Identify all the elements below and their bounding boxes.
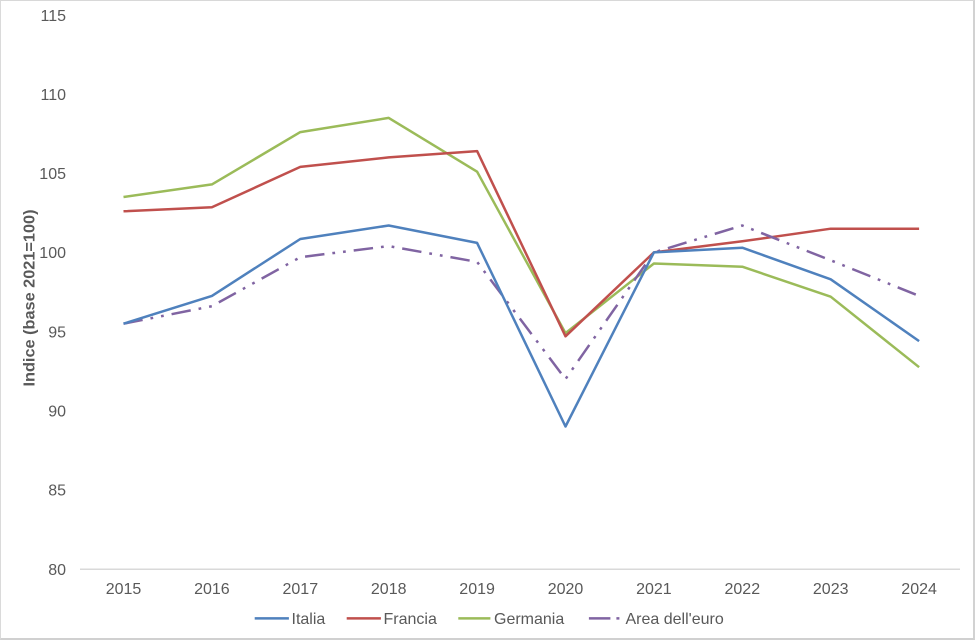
svg-text:110: 110 [40,87,66,104]
svg-text:2017: 2017 [283,581,319,598]
svg-text:90: 90 [48,404,66,421]
svg-text:105: 105 [39,166,66,183]
svg-text:2015: 2015 [106,581,142,598]
svg-text:2019: 2019 [459,581,495,598]
svg-text:2023: 2023 [813,581,849,598]
svg-text:2021: 2021 [636,581,672,598]
svg-text:Italia: Italia [292,611,326,628]
svg-text:80: 80 [48,562,66,579]
svg-text:100: 100 [39,245,66,262]
svg-text:85: 85 [48,483,66,500]
svg-text:95: 95 [48,324,66,341]
svg-text:Area dell'euro: Area dell'euro [626,611,724,628]
svg-text:2024: 2024 [901,581,937,598]
svg-text:2018: 2018 [371,581,407,598]
svg-text:2020: 2020 [548,581,584,598]
svg-text:2016: 2016 [194,581,230,598]
svg-text:Francia: Francia [384,611,437,628]
svg-text:Germania: Germania [494,611,564,628]
svg-text:Indice (base 2021=100): Indice (base 2021=100) [22,210,39,387]
svg-text:2022: 2022 [725,581,761,598]
svg-text:115: 115 [40,8,66,25]
